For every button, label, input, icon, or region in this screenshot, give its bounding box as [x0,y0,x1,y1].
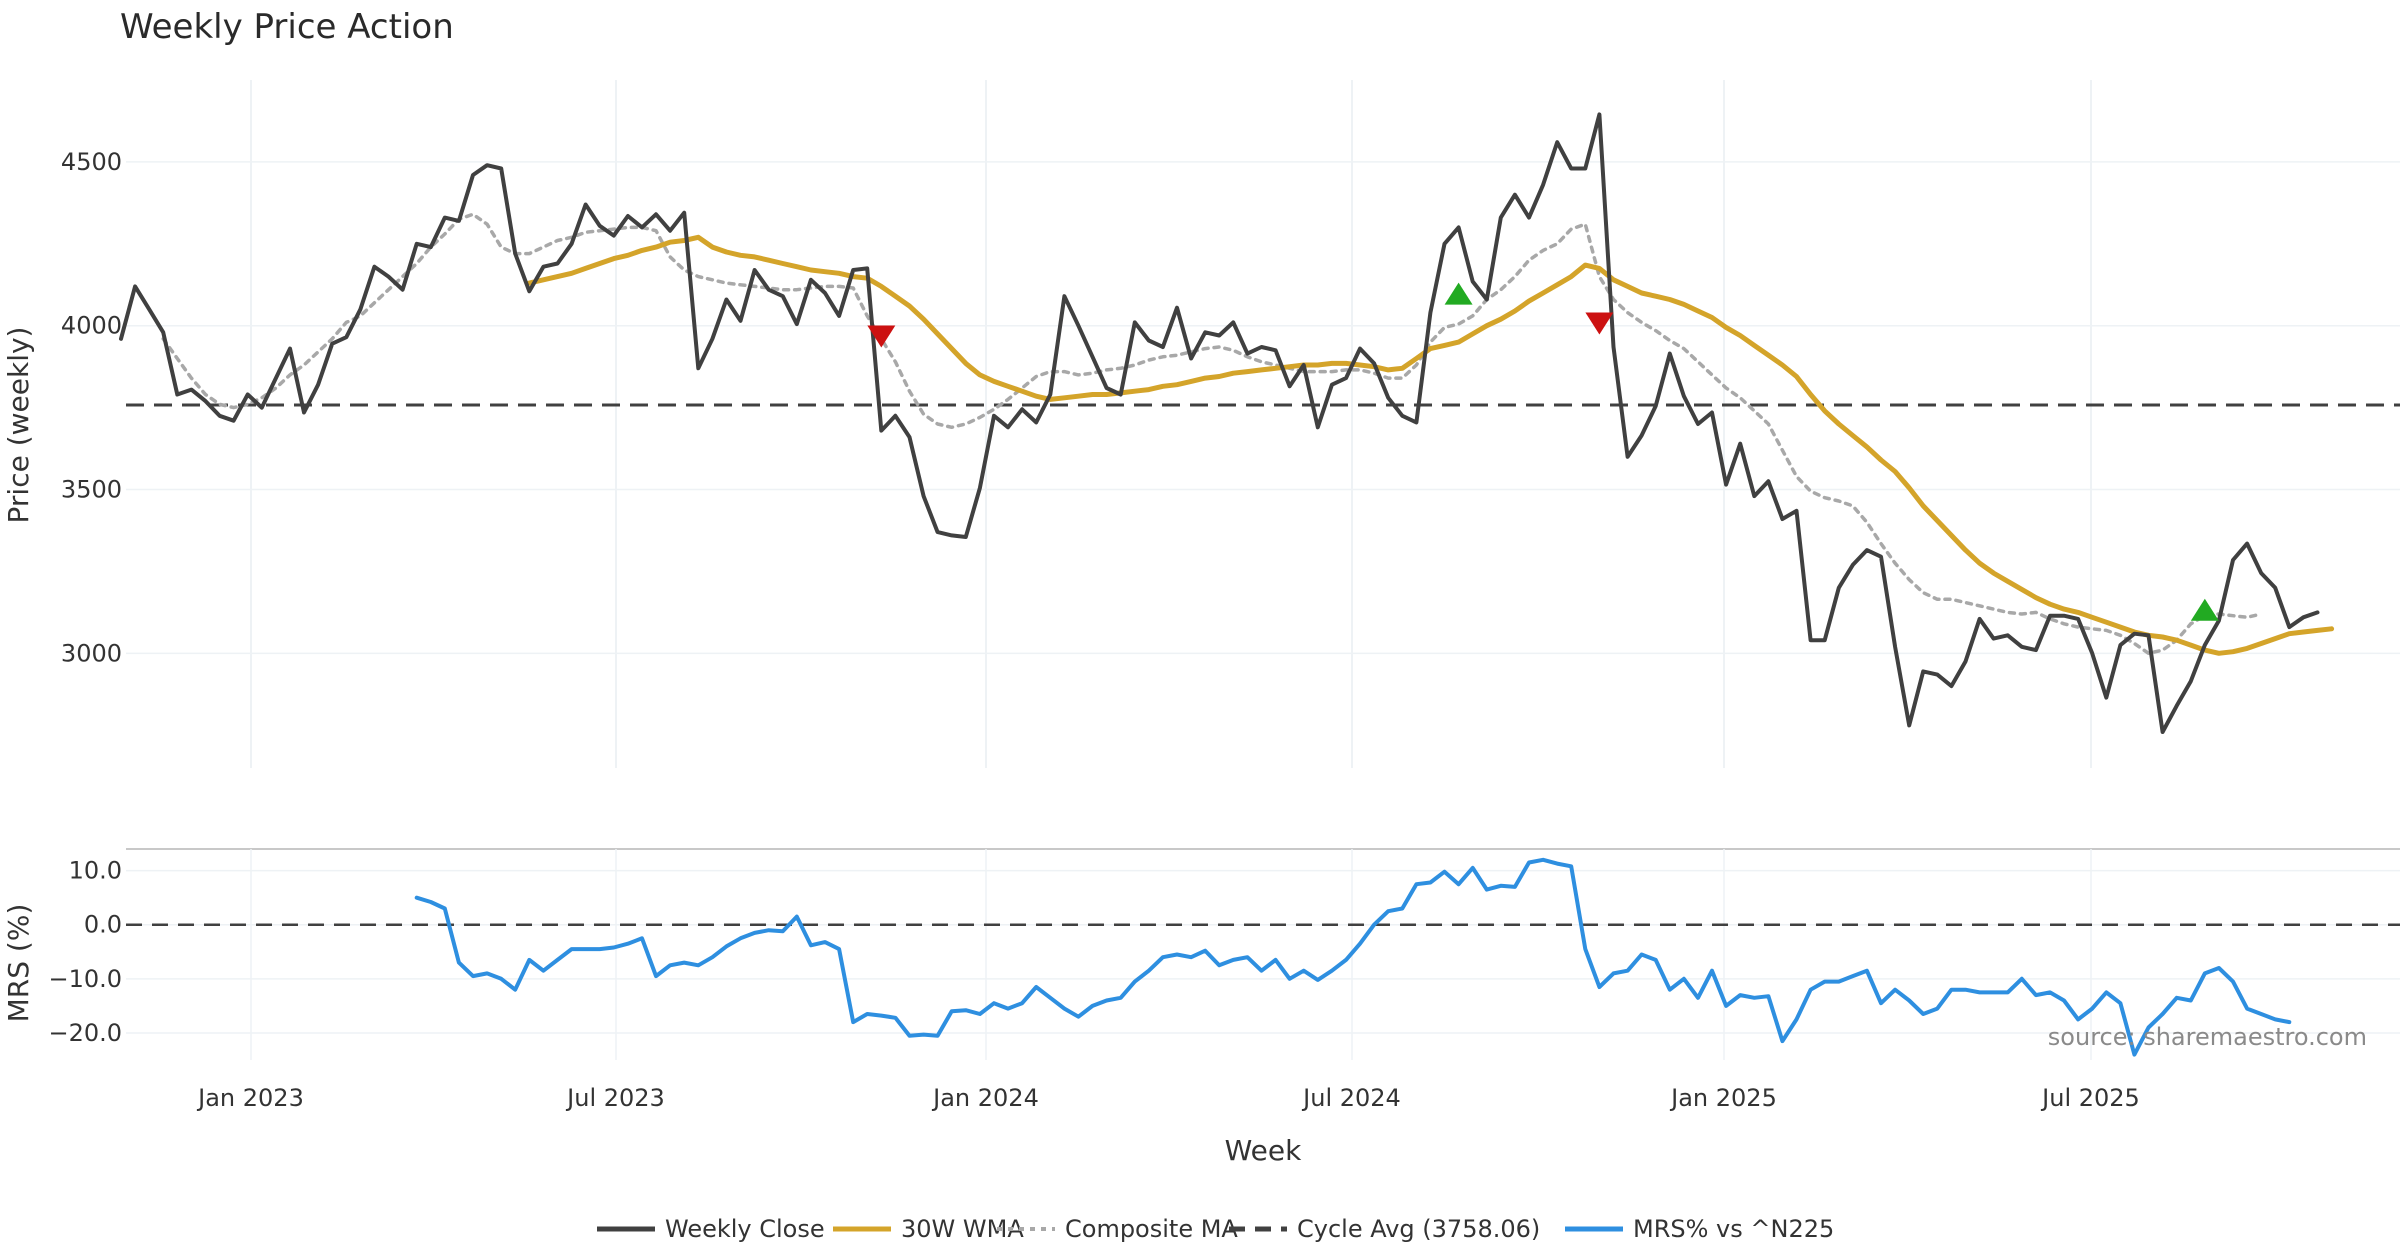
price-y-tick-label: 3500 [61,476,122,504]
x-tick-label: Jul 2025 [2040,1084,2140,1112]
price-gridlines [126,80,2400,768]
x-axis-label: Week [1225,1134,1302,1167]
legend-label: Composite MA [1065,1215,1238,1243]
source-note: source: sharemaestro.com [2048,1023,2367,1051]
price-y-tick-label: 4000 [61,312,122,340]
legend-label: Cycle Avg (3758.06) [1297,1215,1540,1243]
x-tick-label: Jul 2023 [565,1084,665,1112]
price-y-tick-label: 4500 [61,148,122,176]
mrs-panel: 10.0 0.0 −10.0 −20.0 MRS (%) source: sharem… [2,848,2400,1060]
x-tick-label: Jan 2025 [1669,1084,1777,1112]
mrs-line [414,857,2292,1057]
sell-signal-marker [1585,312,1614,335]
price-y-ticks: 3000 3500 4000 4500 [61,148,122,667]
buy-signal-marker [2190,598,2219,621]
mrs-y-tick-label: −10.0 [48,965,122,993]
price-y-label: Price (weekly) [2,327,35,524]
mrs-y-tick-label: −20.0 [48,1019,122,1047]
price-panel: 3000 3500 4000 4500 Price (weekly) [2,80,2400,768]
price-y-tick-label: 3000 [61,639,122,667]
x-tick-label: Jul 2024 [1301,1084,1401,1112]
legend: Weekly Close 30W WMA Composite MA Cycle Avg… [597,1215,1834,1243]
buy-signal-marker [1444,282,1473,305]
mrs-y-tick-label: 0.0 [84,911,122,939]
mrs-y-tick-label: 10.0 [69,857,122,885]
chart-title: Weekly Price Action [120,7,454,47]
signal-markers [867,282,2219,621]
mrs-y-ticks: 10.0 0.0 −10.0 −20.0 [48,857,122,1047]
price-series [119,112,2335,734]
mrs-y-label: MRS (%) [2,904,35,1023]
legend-label: 30W WMA [901,1215,1024,1243]
mrs-series [414,857,2292,1057]
legend-label: MRS% vs ^N225 [1633,1215,1834,1243]
sell-signal-marker [867,325,896,348]
legend-label: Weekly Close [665,1215,825,1243]
x-tick-label: Jan 2024 [931,1084,1039,1112]
x-ticks: Jan 2023 Jul 2023 Jan 2024 Jul 2024 Jan 2025… [196,1084,2140,1112]
composite-ma-line [161,212,2263,656]
weekly-close-line [119,112,2320,734]
30w-wma-line [526,234,2335,656]
x-tick-label: Jan 2023 [196,1084,304,1112]
